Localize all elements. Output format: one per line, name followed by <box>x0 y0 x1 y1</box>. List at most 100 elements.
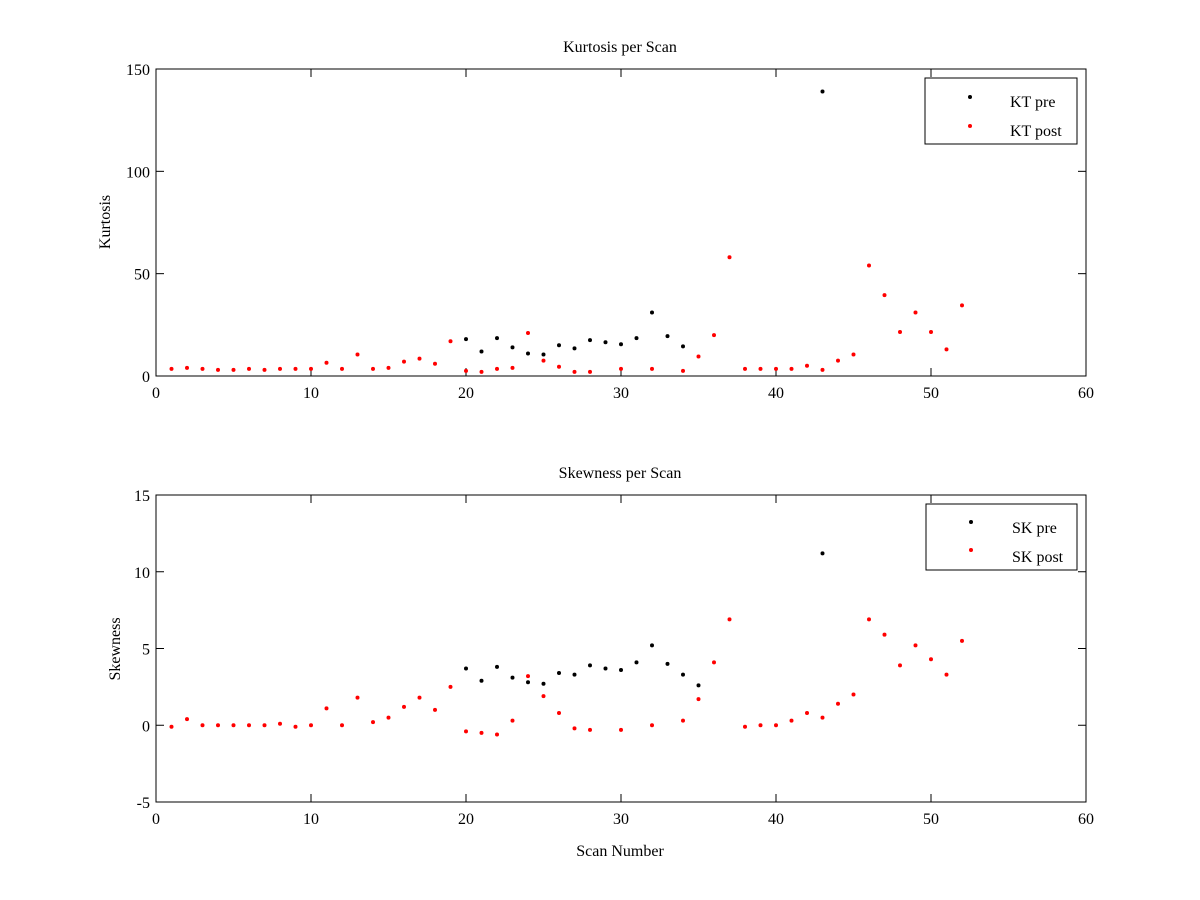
point-kt-pre <box>665 334 670 339</box>
point-kt-post <box>371 366 375 371</box>
point-kt-post <box>417 356 422 361</box>
point-sk-post <box>324 706 329 711</box>
point-sk-post <box>200 723 205 728</box>
legend-marker-kt-post <box>968 124 972 128</box>
skewness-x-axis-label: Scan Number <box>576 843 664 860</box>
x-tick-label: 10 <box>303 811 319 828</box>
point-sk-post <box>417 695 422 700</box>
point-kt-post <box>712 333 716 338</box>
y-tick-label: -5 <box>137 795 150 812</box>
point-kt-pre <box>495 336 499 341</box>
point-sk-pre <box>681 672 685 677</box>
point-sk-post <box>402 704 406 709</box>
x-tick-label: 50 <box>923 811 939 828</box>
point-sk-post <box>681 718 685 723</box>
point-kt-post <box>433 361 437 366</box>
point-kt-post <box>898 329 902 334</box>
point-kt-post <box>557 364 561 369</box>
x-tick-label: 60 <box>1078 385 1094 402</box>
point-kt-post <box>293 366 298 371</box>
y-tick-label: 0 <box>142 369 150 386</box>
kurtosis-legend: KT pre KT post <box>924 77 1078 145</box>
point-kt-post <box>836 358 840 363</box>
point-kt-post <box>944 347 949 352</box>
kurtosis-title: Kurtosis per Scan <box>563 39 677 56</box>
point-kt-post <box>526 331 530 336</box>
point-sk-post <box>526 674 530 679</box>
point-kt-post <box>479 369 484 374</box>
point-sk-post <box>712 660 716 665</box>
point-kt-pre <box>650 310 654 315</box>
point-kt-post <box>541 358 546 363</box>
x-tick-label: 30 <box>613 811 629 828</box>
point-sk-pre <box>588 663 592 668</box>
point-kt-pre <box>619 342 623 347</box>
point-kt-pre <box>479 349 484 354</box>
point-sk-pre <box>541 681 546 686</box>
point-kt-post <box>386 365 391 370</box>
point-sk-post <box>820 715 825 720</box>
point-sk-post <box>619 727 623 732</box>
point-sk-post <box>929 657 933 662</box>
point-sk-post <box>386 715 391 720</box>
point-kt-pre <box>464 337 468 342</box>
point-sk-pre <box>557 671 561 676</box>
point-kt-post <box>309 366 313 371</box>
point-sk-post <box>495 732 499 737</box>
point-kt-post <box>913 310 918 315</box>
skewness-plot: Skewness per Scan Skewness Scan Number 0… <box>107 465 1094 860</box>
point-sk-pre <box>572 672 577 677</box>
y-tick-label: 5 <box>142 642 150 659</box>
point-kt-post <box>464 368 468 373</box>
point-sk-post <box>867 617 871 622</box>
legend-label-kt-pre: KT pre <box>1010 94 1055 111</box>
point-kt-pre <box>681 344 685 349</box>
point-sk-post <box>960 638 964 643</box>
point-kt-post <box>278 366 282 371</box>
kurtosis-y-axis-label: Kurtosis <box>97 195 114 249</box>
skewness-title: Skewness per Scan <box>559 465 682 482</box>
skewness-y-axis-label: Skewness <box>107 617 124 680</box>
point-sk-post <box>479 730 484 735</box>
point-kt-post <box>789 366 794 371</box>
y-tick-label: 10 <box>134 565 150 582</box>
point-kt-post <box>696 354 701 359</box>
point-sk-post <box>944 672 949 677</box>
point-sk-post <box>758 723 763 728</box>
point-sk-post <box>340 723 344 728</box>
point-sk-post <box>836 701 840 706</box>
point-kt-pre <box>541 352 546 357</box>
x-tick-label: 20 <box>458 385 474 402</box>
point-sk-pre <box>479 678 484 683</box>
point-kt-pre <box>557 343 561 348</box>
skewness-axes-box <box>155 494 1087 803</box>
y-tick-label: 150 <box>126 62 150 79</box>
point-kt-post <box>200 366 205 371</box>
point-kt-post <box>510 365 515 370</box>
legend-label-kt-post: KT post <box>1010 123 1062 140</box>
point-kt-post <box>882 293 887 298</box>
legend-marker-kt-pre <box>968 95 972 99</box>
x-tick-label: 20 <box>458 811 474 828</box>
point-kt-post <box>216 367 220 372</box>
point-kt-post <box>185 365 189 370</box>
point-kt-post <box>572 369 577 374</box>
point-sk-pre <box>696 683 701 688</box>
point-kt-post <box>231 367 236 372</box>
point-sk-pre <box>510 675 515 680</box>
point-sk-post <box>433 707 437 712</box>
point-kt-post <box>619 366 623 371</box>
point-kt-post <box>402 359 406 364</box>
point-kt-post <box>960 303 964 308</box>
point-sk-post <box>216 723 220 728</box>
point-sk-post <box>588 727 592 732</box>
point-kt-post <box>448 339 453 344</box>
point-kt-post <box>758 366 763 371</box>
point-kt-post <box>495 366 499 371</box>
kurtosis-points <box>169 89 964 374</box>
point-kt-post <box>681 368 685 373</box>
point-sk-post <box>851 692 856 697</box>
point-sk-post <box>464 729 468 734</box>
